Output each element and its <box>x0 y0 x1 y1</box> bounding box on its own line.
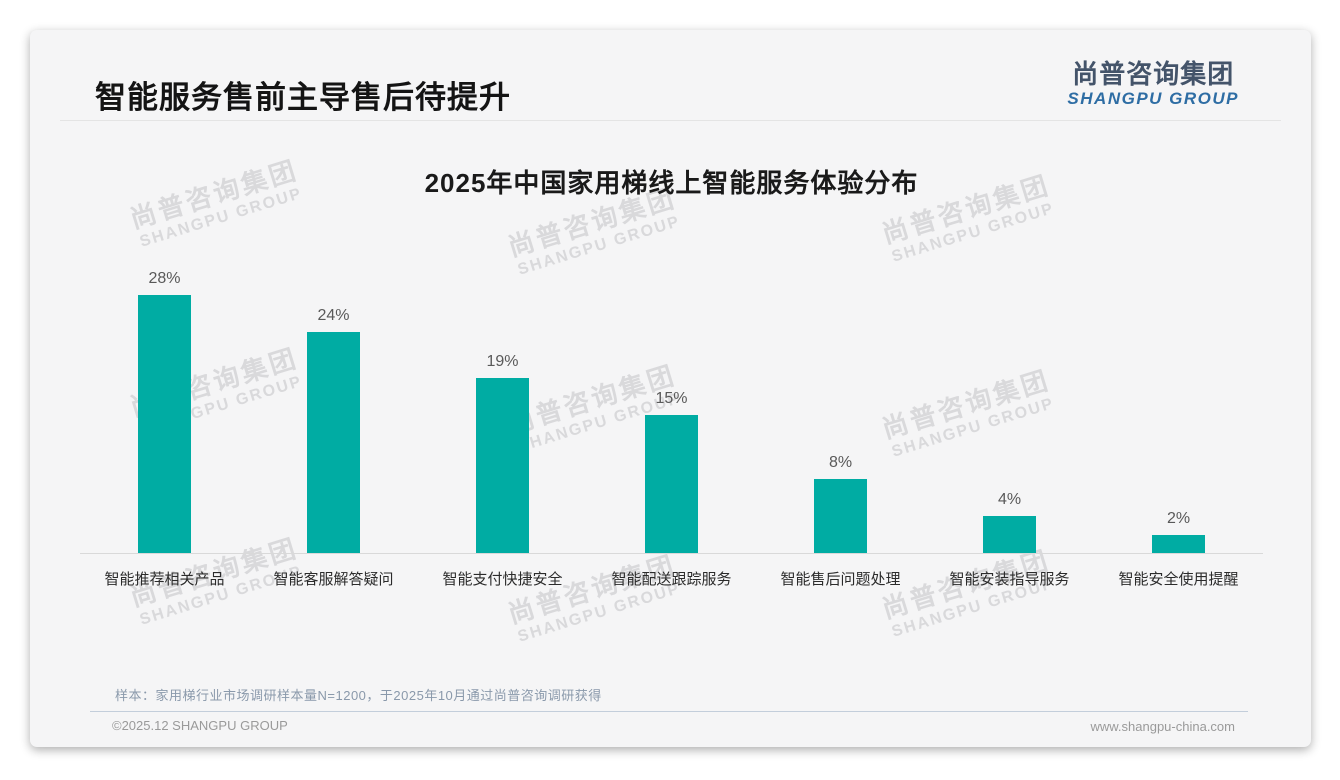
bar-value-label: 4% <box>997 491 1022 509</box>
logo-english-text: SHANGPU GROUP <box>1067 88 1239 108</box>
page-title: 智能服务售前主导售后待提升 <box>95 80 511 115</box>
bar-group: 4% <box>925 260 1094 553</box>
bar-value-label: 24% <box>317 307 350 325</box>
footer-website: www.shangpu-china.com <box>1090 719 1235 734</box>
bar-value-label: 15% <box>655 390 688 407</box>
x-axis: 智能推荐相关产品 智能客服解答疑问 智能支付快捷安全 智能配送跟踪服务 智能售后问题处理… <box>80 553 1263 589</box>
bar-group: 24% <box>249 260 418 553</box>
header-divider <box>60 120 1281 121</box>
sample-note: 样本：家用梯行业市场调研样本量N=1200，于2025年10月通过尚普咨询调研获… <box>115 688 602 703</box>
x-axis-label: 智能安全使用提醒 <box>1118 571 1239 588</box>
bar-group: 8% <box>756 260 925 553</box>
bar <box>645 415 698 553</box>
bar-group: 2% <box>1094 260 1263 553</box>
x-axis-label: 智能客服解答疑问 <box>273 571 394 588</box>
bar-value-label: 28% <box>148 270 181 288</box>
x-axis-label: 智能售后问题处理 <box>780 571 901 588</box>
bar-value-label: 2% <box>1166 509 1191 527</box>
x-axis-label: 智能支付快捷安全 <box>442 571 563 588</box>
x-axis-label: 智能配送跟踪服务 <box>611 571 732 588</box>
footer-copyright: ©2025.12 SHANGPU GROUP <box>112 718 288 733</box>
x-axis-label: 智能安装指导服务 <box>949 571 1070 588</box>
bar-group: 15% <box>587 260 756 553</box>
chart-title: 2025年中国家用梯线上智能服务体验分布 <box>424 168 919 198</box>
company-logo: 尚普咨询集团 SHANGPU GROUP <box>1067 60 1239 109</box>
slide-card: 尚普咨询集团 SHANGPU GROUP 尚普咨询集团 SHANGPU GROUP 尚普… <box>30 30 1311 747</box>
bar-group: 28% <box>80 260 249 553</box>
bar-group: 19% <box>418 260 587 553</box>
bar <box>307 332 360 553</box>
bar <box>814 479 867 553</box>
bar-chart: 28% 24% 19% 15% 8% 4% 2% 智能推荐相关产品 智能客服解答疑问 智能支付快… <box>80 260 1263 589</box>
bar-value-label: 8% <box>828 454 853 472</box>
bar <box>983 516 1036 553</box>
bars-row: 28% 24% 19% 15% 8% 4% 2% <box>80 260 1263 553</box>
logo-chinese-text: 尚普咨询集团 <box>1072 59 1235 89</box>
bar <box>1152 534 1205 553</box>
footer-divider <box>90 711 1248 712</box>
bar <box>138 295 191 553</box>
bar-value-label: 19% <box>486 353 519 371</box>
x-axis-label: 智能推荐相关产品 <box>104 571 225 588</box>
bar <box>476 378 529 553</box>
